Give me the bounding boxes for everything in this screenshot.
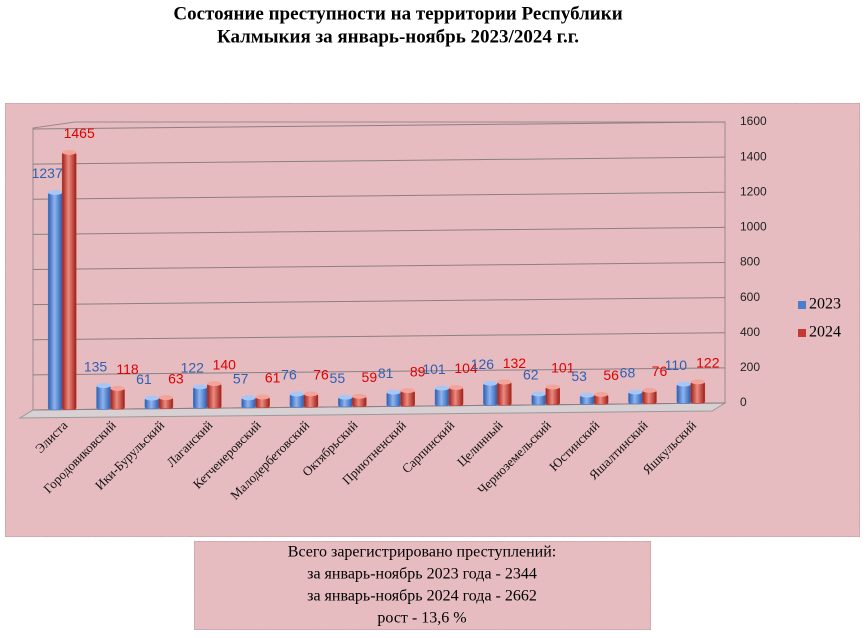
bar-top (690, 379, 705, 385)
value-label: 1465 (64, 125, 95, 141)
value-label: 76 (652, 363, 668, 379)
value-label: 132 (503, 355, 527, 371)
bar-top (580, 392, 595, 398)
y-tick-label: 400 (740, 325, 760, 339)
bar-top (594, 391, 609, 397)
bar (434, 387, 450, 407)
value-label: 61 (136, 371, 152, 387)
legend-label: 2024 (809, 324, 841, 341)
value-label: 118 (116, 361, 139, 377)
value-label: 76 (281, 367, 297, 383)
bar-top (352, 393, 367, 399)
bar (545, 386, 560, 405)
note-line: за январь-ноябрь 2023 года - 2344 (307, 566, 537, 583)
bar-top (255, 394, 270, 400)
value-label: 76 (313, 367, 329, 383)
bar (193, 386, 208, 409)
value-label: 63 (168, 370, 184, 386)
value-label: 101 (422, 361, 446, 377)
bar-top (338, 394, 353, 400)
y-tick-label: 800 (740, 255, 760, 269)
value-label: 59 (362, 369, 378, 385)
chart-background (4, 102, 861, 538)
y-tick-label: 1600 (740, 114, 767, 128)
value-label: 57 (233, 371, 249, 387)
value-label: 61 (265, 370, 281, 386)
bar-top (289, 391, 304, 397)
y-tick-label: 1000 (740, 220, 767, 234)
bar (61, 152, 77, 410)
grid-line (32, 191, 726, 200)
grid-line (32, 367, 726, 376)
value-label: 101 (551, 360, 575, 376)
bar (483, 382, 498, 406)
value-label: 81 (378, 365, 394, 381)
chart-title: Калмыкия за январь-ноябрь 2023/2024 г.г. (217, 26, 579, 47)
y-tick-label: 1400 (740, 149, 767, 163)
y-tick-label: 0 (740, 395, 747, 409)
bar-top (497, 379, 512, 385)
note-line: за январь-ноябрь 2024 года - 2662 (307, 588, 537, 605)
bar-top (158, 395, 173, 401)
value-label: 122 (181, 360, 205, 376)
bar (110, 388, 125, 410)
value-label: 89 (410, 363, 426, 379)
legend-swatch (798, 329, 806, 337)
value-label: 56 (603, 367, 619, 383)
value-label: 68 (620, 365, 636, 381)
bar-top (435, 385, 450, 391)
bar (207, 383, 222, 409)
value-label: 55 (330, 370, 346, 386)
bar-top (545, 384, 560, 390)
bar-top (207, 381, 222, 387)
bar-top (62, 149, 77, 155)
bar (676, 383, 692, 404)
bar-top (303, 391, 318, 397)
bar-top (449, 384, 464, 390)
bar-top (144, 395, 159, 401)
bar-top (110, 385, 125, 391)
grid-line (32, 262, 726, 270)
note-box (193, 540, 652, 631)
bar (96, 385, 111, 410)
bar-top (531, 391, 546, 397)
y-tick-label: 200 (740, 360, 760, 374)
value-label: 140 (213, 356, 237, 372)
value-label: 53 (571, 368, 587, 384)
legend-label: 2023 (809, 296, 841, 313)
value-label: 62 (523, 367, 539, 383)
grid-line (32, 297, 726, 306)
bar-top (193, 384, 208, 390)
value-label: 122 (696, 355, 720, 371)
bar-top (628, 389, 643, 395)
chart-title: Состояние преступности на территории Рес… (173, 3, 622, 24)
bar (47, 192, 63, 411)
note-line: рост - 13,6 % (377, 610, 466, 627)
bar-top (642, 387, 657, 393)
bar-top (241, 395, 256, 401)
value-label: 1237 (32, 165, 63, 181)
value-label: 104 (454, 360, 478, 376)
bar-top (96, 383, 111, 389)
bar-top (48, 190, 63, 196)
y-tick-label: 600 (740, 290, 760, 304)
bar (690, 381, 706, 404)
y-tick-label: 1200 (740, 184, 767, 198)
note-line: Всего зарегистрировано преступлений: (288, 544, 556, 561)
bar (497, 381, 512, 406)
bar-top (400, 388, 415, 394)
legend-swatch (798, 301, 806, 309)
grid-line (32, 226, 726, 235)
value-label: 126 (471, 356, 495, 372)
bar-top (483, 380, 498, 386)
bar-top (676, 381, 691, 387)
grid-line (32, 121, 726, 130)
bar (448, 387, 464, 406)
bar-top (386, 389, 401, 395)
grid-line (32, 156, 726, 165)
grid-line (32, 332, 726, 341)
value-label: 110 (665, 357, 688, 373)
value-label: 135 (84, 358, 108, 374)
